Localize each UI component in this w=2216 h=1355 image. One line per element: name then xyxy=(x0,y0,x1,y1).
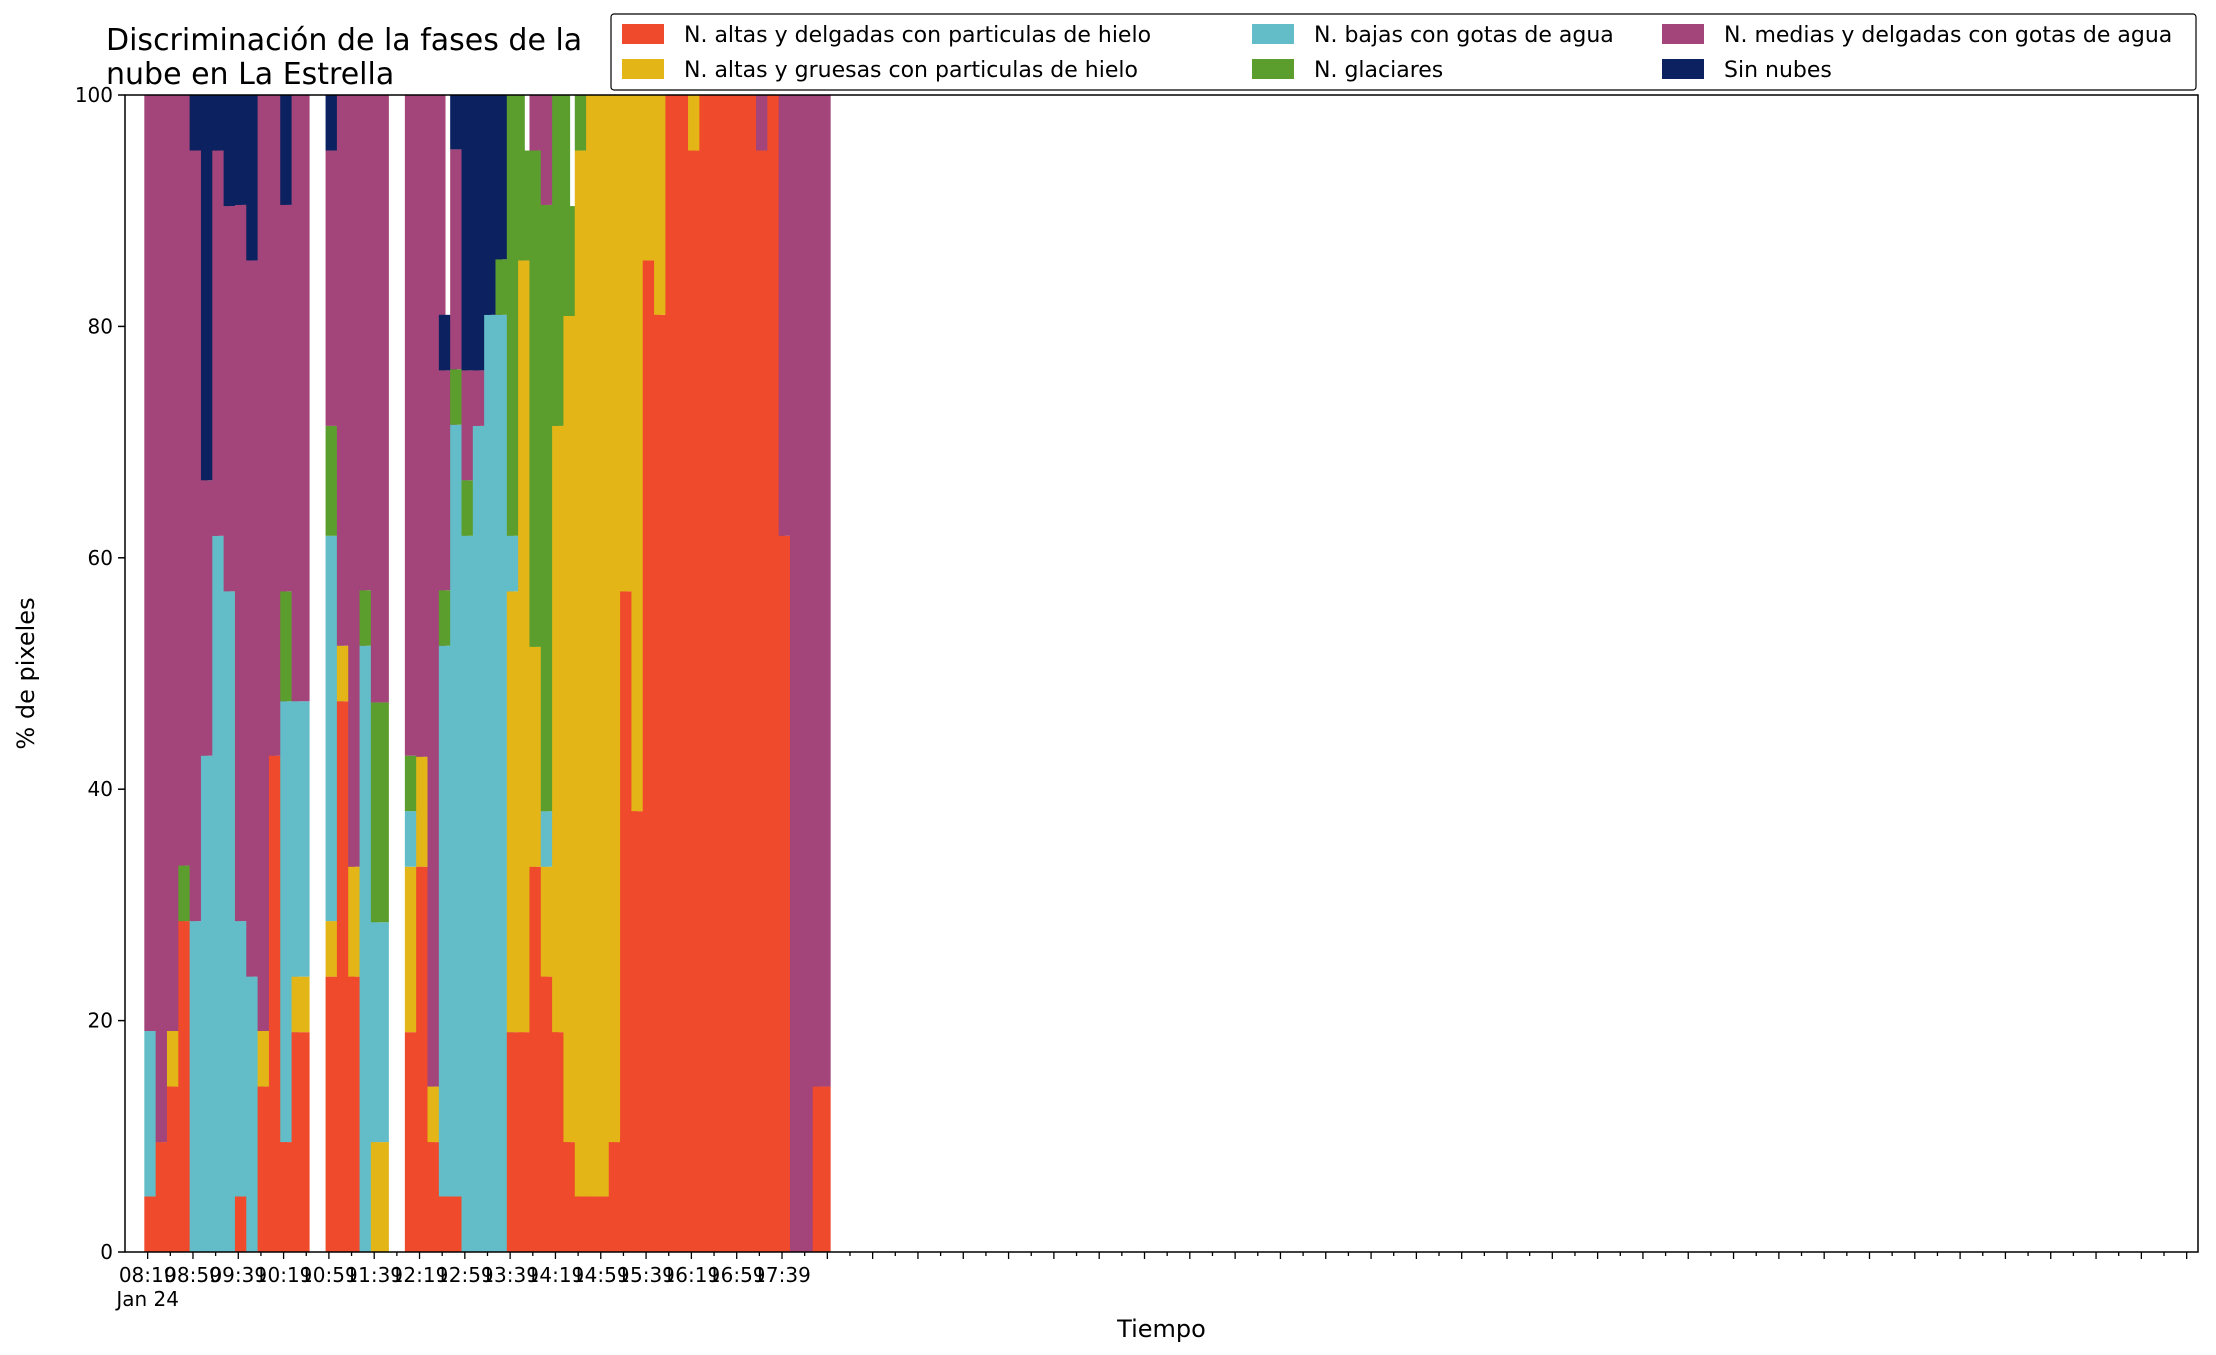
y-tick-label: 100 xyxy=(75,83,113,107)
y-tick-label: 0 xyxy=(100,1240,113,1264)
legend-swatch xyxy=(1662,59,1704,79)
chart-title-line-2: nube en La Estrella xyxy=(106,57,394,92)
legend-label: N. altas y delgadas con particulas de hi… xyxy=(684,23,1151,48)
x-axis-label: Tiempo xyxy=(1116,1315,1206,1343)
legend-label: N. altas y gruesas con particulas de hie… xyxy=(684,58,1138,83)
x-tick-label: 10:59 xyxy=(300,1263,358,1287)
x-tick-sublabel: Jan 24 xyxy=(114,1287,179,1311)
bar-segment xyxy=(291,1032,310,1252)
x-tick-label: 14:19 xyxy=(527,1263,585,1287)
x-tick-label: 14:59 xyxy=(572,1263,630,1287)
x-tick-label: 15:39 xyxy=(617,1263,675,1287)
x-tick-label: 11:39 xyxy=(345,1263,403,1287)
bars-layer xyxy=(144,95,831,1253)
chart-title-line-1: Discriminación de la fases de la xyxy=(106,23,582,58)
y-axis: 0 20 40 60 80 100 xyxy=(75,83,125,1264)
legend-swatch xyxy=(622,24,664,44)
x-tick-label: 16:59 xyxy=(708,1263,766,1287)
chart-title: Discriminación de la fases de la nube en… xyxy=(106,23,582,92)
bar-segment xyxy=(370,922,389,1143)
x-tick-label: 12:59 xyxy=(436,1263,494,1287)
legend-label: N. bajas con gotas de agua xyxy=(1314,23,1614,48)
y-tick-label: 20 xyxy=(88,1009,113,1033)
x-tick-label: 08:59 xyxy=(164,1263,222,1287)
x-axis: 08:1908:5909:3910:1910:5911:3912:1912:59… xyxy=(114,1252,2188,1311)
bar-segment xyxy=(812,95,831,1087)
x-tick-label: 12:19 xyxy=(391,1263,449,1287)
x-tick-label: 08:19 xyxy=(119,1263,177,1287)
legend-box xyxy=(610,13,2197,91)
legend-swatch xyxy=(622,59,664,79)
x-tick-label: 09:39 xyxy=(209,1263,267,1287)
bar-segment xyxy=(370,1142,389,1252)
legend-swatch xyxy=(1252,24,1294,44)
legend-label: Sin nubes xyxy=(1724,58,1832,83)
x-tick-label: 16:19 xyxy=(663,1263,721,1287)
bar-segment xyxy=(291,95,310,702)
y-tick-label: 60 xyxy=(88,546,113,570)
bar-segment xyxy=(291,701,310,977)
bar-segment xyxy=(812,1086,831,1252)
x-tick-label: 10:19 xyxy=(255,1263,313,1287)
legend: N. altas y delgadas con particulas de hi… xyxy=(610,13,2197,91)
legend-label: N. medias y delgadas con gotas de agua xyxy=(1724,23,2172,48)
legend-swatch xyxy=(1252,59,1294,79)
legend-label: N. glaciares xyxy=(1314,58,1443,83)
x-tick-label: 17:39 xyxy=(753,1263,811,1287)
bar-segment xyxy=(370,702,389,923)
bar-segment xyxy=(370,95,389,703)
y-axis-label: % de pixeles xyxy=(12,597,40,749)
y-tick-label: 40 xyxy=(88,777,113,801)
legend-swatch xyxy=(1662,24,1704,44)
x-tick-label: 13:39 xyxy=(481,1263,539,1287)
bar-segment xyxy=(291,976,310,1033)
y-tick-label: 80 xyxy=(88,314,113,338)
plot-frame xyxy=(124,94,2199,1253)
